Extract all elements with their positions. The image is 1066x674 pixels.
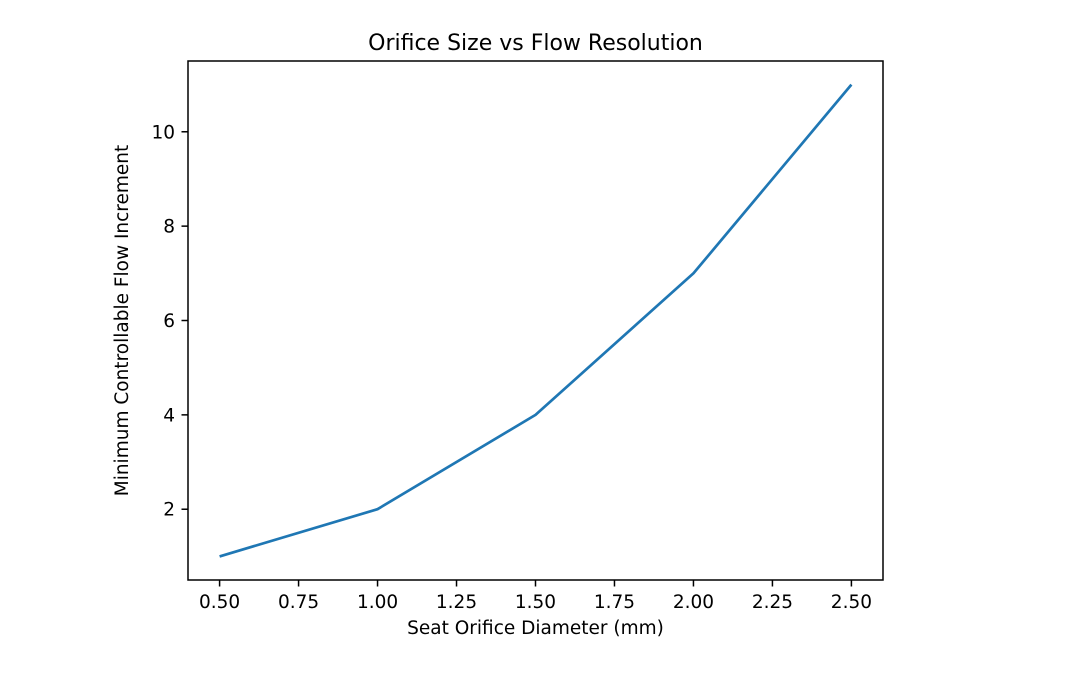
x-tick-label: 2.50	[831, 592, 872, 613]
y-tick-label: 8	[163, 217, 175, 238]
y-axis-label: Minimum Controllable Flow Increment	[112, 145, 133, 497]
x-tick-label: 1.00	[357, 592, 398, 613]
y-tick-label: 2	[163, 500, 175, 521]
series-line	[219, 83, 853, 558]
chart-title: Orifice Size vs Flow Resolution	[368, 31, 703, 56]
x-axis-ticks: 0.50 0.75 1.00 1.25 1.50 1.75 2.00 2.25 2.50	[199, 580, 872, 613]
x-tick-label: 2.25	[752, 592, 793, 613]
x-tick-label: 1.50	[515, 592, 556, 613]
x-axis-label: Seat Orifice Diameter (mm)	[407, 618, 664, 639]
x-tick-label: 2.00	[673, 592, 714, 613]
x-tick-label: 0.75	[278, 592, 319, 613]
y-tick-label: 6	[163, 311, 175, 332]
axes-frame	[187, 60, 884, 581]
x-tick-label: 1.75	[594, 592, 635, 613]
y-tick-label: 10	[151, 122, 175, 143]
y-tick-label: 4	[163, 405, 175, 426]
y-axis-ticks: 2 4 6 8 10	[151, 122, 188, 521]
x-tick-label: 1.25	[436, 592, 477, 613]
x-tick-label: 0.50	[199, 592, 240, 613]
